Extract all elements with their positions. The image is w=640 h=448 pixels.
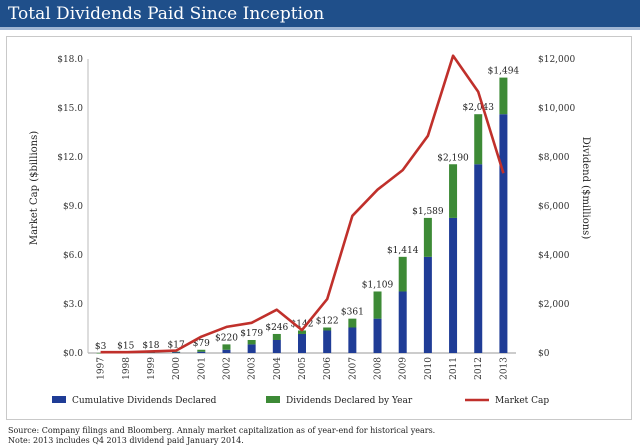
bar-value-label: $1,589 — [412, 207, 444, 217]
bar-annual — [499, 77, 508, 115]
x-tick-label: 2006 — [323, 357, 333, 380]
x-tick-label: 2003 — [248, 357, 258, 380]
x-tick-label: 1999 — [147, 357, 157, 380]
x-tick-label: 2013 — [499, 357, 509, 380]
market-cap-line — [100, 54, 505, 354]
x-tick-label: 2007 — [348, 357, 358, 380]
bar-value-label: $15 — [117, 342, 134, 352]
footnotes: Source: Company filings and Bloomberg. A… — [8, 426, 435, 446]
bar-cumulative — [172, 352, 181, 353]
bar-cumulative — [348, 327, 357, 353]
bar-annual — [222, 344, 231, 350]
bar-value-label: $18 — [142, 341, 159, 351]
title-bar: Total Dividends Paid Since Inception — [0, 0, 640, 30]
y-right-axis-title: Dividend ($millions) — [580, 137, 591, 240]
y-left-tick-label: $6.0 — [63, 251, 83, 261]
y-left-tick-label: $12.0 — [57, 153, 83, 163]
bar-annual — [373, 291, 382, 319]
y-right-tick-label: $6,000 — [538, 202, 570, 212]
bar-annual — [96, 352, 105, 354]
bar-value-label: $1,414 — [387, 246, 419, 256]
bar-value-label: $1,109 — [362, 280, 394, 290]
x-tick-label: 1998 — [122, 357, 132, 380]
y-left-tick-label: $0.0 — [63, 349, 83, 359]
bar-cumulative — [247, 344, 256, 353]
bar-cumulative — [298, 333, 306, 353]
bar-annual — [298, 330, 306, 334]
chart-title: Total Dividends Paid Since Inception — [8, 4, 325, 24]
chart-frame — [6, 36, 632, 420]
legend-swatch-cumulative — [52, 396, 66, 403]
bar-annual — [474, 114, 483, 165]
bar-cumulative — [499, 114, 508, 353]
y-left-tick-label: $18.0 — [57, 55, 83, 65]
bar-annual — [423, 217, 432, 257]
legend-label-annual: Dividends Declared by Year — [286, 396, 413, 406]
bar-cumulative — [222, 349, 231, 353]
y-left-tick-label: $3.0 — [63, 300, 83, 310]
y-left-axis-title: Market Cap ($billions) — [29, 131, 40, 245]
source-note: Source: Company filings and Bloomberg. A… — [8, 426, 436, 435]
bar-value-label: $3 — [95, 342, 107, 352]
bar-annual — [348, 318, 357, 328]
y-right-tick-label: $0 — [538, 349, 550, 359]
bar-annual — [449, 164, 458, 218]
legend-swatch-annual — [266, 396, 280, 403]
bar-value-label: $142 — [291, 319, 314, 329]
x-tick-label: 1997 — [97, 357, 107, 380]
legend-label-cumulative: Cumulative Dividends Declared — [72, 396, 217, 406]
x-tick-label: 2010 — [424, 357, 434, 380]
legend-label-market-cap: Market Cap — [495, 396, 549, 406]
bar-cumulative — [373, 318, 382, 353]
bar-annual — [247, 339, 256, 345]
y-right-tick-label: $12,000 — [538, 55, 575, 65]
bar-annual — [398, 256, 407, 292]
y-right-tick-label: $4,000 — [538, 251, 570, 261]
x-tick-label: 2001 — [197, 357, 207, 380]
x-tick-label: 2008 — [374, 357, 384, 380]
bar-value-label: $246 — [265, 323, 288, 333]
bar-cumulative — [398, 291, 407, 353]
x-tick-label: 2009 — [399, 357, 409, 380]
bar-value-label: $361 — [341, 308, 364, 318]
y-right-tick-label: $10,000 — [538, 104, 575, 114]
x-tick-label: 2004 — [273, 357, 283, 380]
bar-value-label: $2,043 — [462, 103, 494, 113]
y-right-tick-label: $2,000 — [538, 300, 570, 310]
bar-annual — [323, 327, 332, 331]
bar-cumulative — [197, 351, 206, 353]
bar-cumulative — [323, 330, 332, 353]
x-tick-label: 2005 — [298, 357, 308, 380]
x-tick-label: 2011 — [449, 357, 459, 380]
bar-value-label: $17 — [168, 341, 185, 351]
bar-value-label: $79 — [193, 339, 210, 349]
date-note: Note: 2013 includes Q4 2013 dividend pai… — [8, 436, 244, 445]
bar-annual — [197, 349, 206, 352]
bar-cumulative — [272, 339, 281, 353]
y-left-tick-label: $15.0 — [57, 104, 83, 114]
y-left-tick-label: $9.0 — [63, 202, 83, 212]
x-tick-label: 2002 — [222, 357, 232, 380]
bar-cumulative — [449, 217, 458, 353]
bar-value-label: $220 — [215, 333, 238, 343]
bar-cumulative — [474, 164, 483, 353]
bar-value-label: $122 — [316, 316, 339, 326]
x-tick-label: 2012 — [474, 357, 484, 380]
bar-value-label: $2,190 — [437, 153, 469, 163]
bar-value-label: $1,494 — [488, 67, 520, 77]
bar-value-label: $179 — [240, 329, 263, 339]
bar-annual — [272, 333, 281, 340]
y-right-tick-label: $8,000 — [538, 153, 570, 163]
bar-annual — [172, 351, 181, 353]
x-tick-label: 2000 — [172, 357, 182, 380]
bar-cumulative — [423, 256, 432, 353]
